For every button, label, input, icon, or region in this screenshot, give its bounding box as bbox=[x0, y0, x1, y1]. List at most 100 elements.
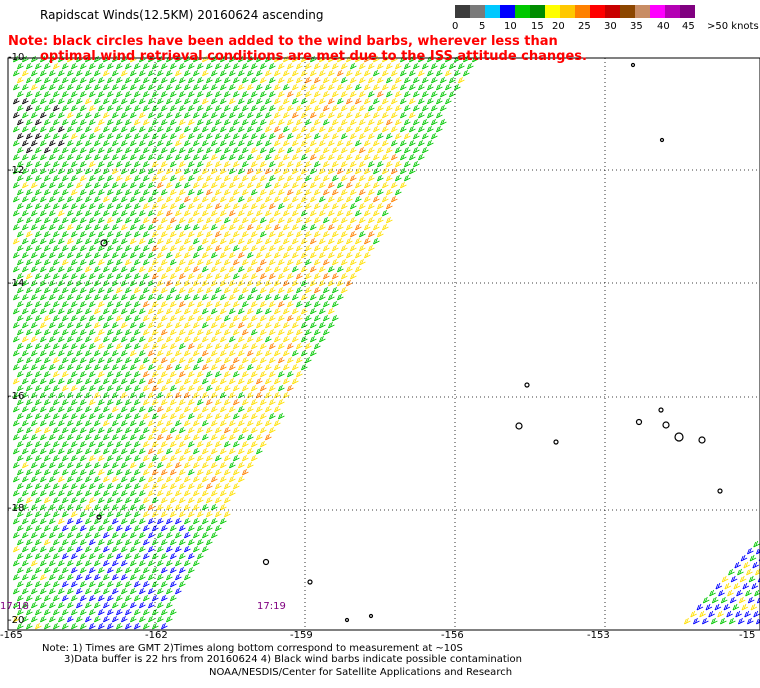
wind-barb bbox=[80, 398, 87, 406]
wind-barb bbox=[44, 230, 51, 238]
wind-barb bbox=[278, 202, 285, 210]
wind-barb bbox=[247, 321, 254, 329]
wind-barb bbox=[49, 69, 56, 77]
wind-barb bbox=[179, 118, 186, 126]
wind-barb bbox=[175, 251, 182, 259]
wind-barb bbox=[112, 251, 119, 259]
wind-barb bbox=[238, 97, 245, 105]
wind-barb bbox=[40, 83, 47, 91]
wind-barb bbox=[292, 321, 299, 329]
wind-barb bbox=[184, 111, 191, 119]
wind-barb bbox=[184, 545, 191, 553]
wind-barb bbox=[103, 97, 110, 105]
wind-barb bbox=[71, 272, 78, 280]
wind-barb bbox=[256, 377, 263, 385]
wind-barb bbox=[413, 62, 420, 70]
wind-barb bbox=[211, 363, 218, 371]
wind-barb bbox=[44, 412, 51, 420]
wind-barb bbox=[130, 97, 137, 105]
wind-barb bbox=[359, 174, 366, 182]
wind-barb bbox=[170, 398, 177, 406]
wind-barb bbox=[148, 293, 155, 301]
wind-barb bbox=[283, 321, 290, 329]
wind-barb bbox=[436, 69, 443, 77]
wind-barb bbox=[130, 111, 137, 119]
wind-barb bbox=[80, 216, 87, 224]
wind-barb bbox=[278, 132, 285, 140]
wind-barb bbox=[161, 90, 168, 98]
wind-barb bbox=[103, 321, 110, 329]
wind-barb bbox=[301, 181, 308, 189]
wind-barb bbox=[121, 601, 128, 609]
wind-barb bbox=[314, 286, 321, 294]
wind-barb bbox=[148, 321, 155, 329]
wind-barb bbox=[751, 582, 759, 590]
color-swatch bbox=[515, 5, 530, 18]
wind-barb bbox=[89, 356, 96, 364]
wind-barb bbox=[233, 412, 240, 420]
lon-label: -153 bbox=[587, 630, 610, 641]
wind-barb bbox=[35, 314, 42, 322]
wind-barb bbox=[753, 540, 760, 548]
wind-barb bbox=[260, 90, 267, 98]
wind-barb bbox=[211, 209, 218, 217]
wind-barb bbox=[175, 335, 182, 343]
wind-barb bbox=[418, 97, 425, 105]
wind-barb bbox=[292, 125, 299, 133]
wind-barb bbox=[40, 167, 47, 175]
wind-barb bbox=[58, 615, 65, 623]
wind-barb bbox=[157, 265, 164, 273]
wind-barb bbox=[211, 489, 218, 497]
wind-barb bbox=[98, 482, 105, 490]
wind-barb bbox=[332, 62, 339, 70]
wind-barb bbox=[143, 510, 150, 518]
wind-barb bbox=[112, 615, 119, 623]
wind-barb bbox=[701, 617, 709, 625]
wind-barb bbox=[256, 223, 263, 231]
wind-barb bbox=[206, 258, 213, 266]
wind-barb bbox=[130, 391, 137, 399]
wind-barb bbox=[94, 265, 101, 273]
wind-barb bbox=[17, 62, 24, 70]
wind-barb bbox=[332, 76, 339, 84]
wind-barb bbox=[94, 209, 101, 217]
wind-barb bbox=[80, 482, 87, 490]
wind-barb bbox=[58, 209, 65, 217]
wind-barb bbox=[17, 76, 24, 84]
wind-barb bbox=[359, 188, 366, 196]
wind-barb bbox=[202, 111, 209, 119]
wind-barb bbox=[346, 153, 353, 161]
wind-barb bbox=[22, 503, 29, 511]
wind-barb bbox=[85, 489, 92, 497]
wind-barb bbox=[22, 237, 29, 245]
wind-barb bbox=[170, 104, 177, 112]
wind-barb bbox=[422, 62, 429, 70]
wind-barb bbox=[31, 307, 38, 315]
wind-barb bbox=[220, 363, 227, 371]
wind-barb bbox=[238, 83, 245, 91]
wind-barb bbox=[733, 582, 741, 590]
wind-barb bbox=[319, 125, 326, 133]
wind-barb bbox=[395, 104, 402, 112]
wind-barb bbox=[220, 377, 227, 385]
wind-barb bbox=[220, 125, 227, 133]
wind-barb bbox=[747, 596, 755, 604]
wind-barb bbox=[112, 405, 119, 413]
wind-barb bbox=[35, 258, 42, 266]
wind-barb bbox=[256, 419, 263, 427]
wind-barb bbox=[251, 258, 258, 266]
wind-barb bbox=[332, 258, 339, 266]
wind-barb bbox=[752, 561, 760, 569]
wind-barb bbox=[22, 489, 29, 497]
wind-barb bbox=[359, 62, 366, 70]
wind-barb bbox=[49, 377, 56, 385]
wind-barb bbox=[202, 195, 209, 203]
wind-barb bbox=[220, 293, 227, 301]
wind-barb bbox=[85, 461, 92, 469]
wind-barb bbox=[301, 195, 308, 203]
wind-barb bbox=[40, 139, 47, 147]
wind-barb bbox=[193, 181, 200, 189]
note-line-2: optimal wind retrieval conditions are me… bbox=[40, 49, 587, 64]
wind-barb bbox=[233, 370, 240, 378]
wind-barb bbox=[422, 132, 429, 140]
